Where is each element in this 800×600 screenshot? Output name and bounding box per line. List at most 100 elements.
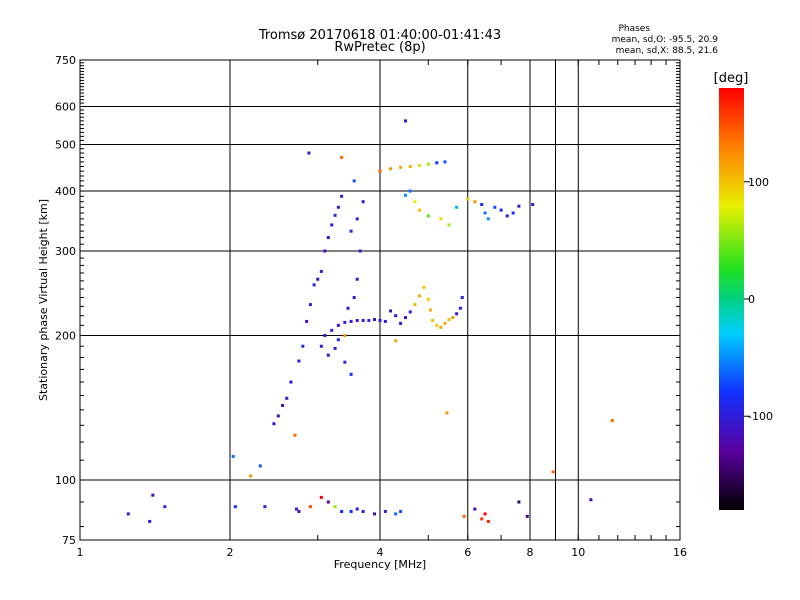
echo-point: [610, 419, 614, 423]
echo-point: [408, 189, 412, 193]
echo-point: [403, 119, 407, 123]
echo-point: [305, 319, 309, 323]
echo-point: [326, 353, 330, 357]
echo-point: [389, 309, 393, 313]
echo-point: [426, 162, 430, 166]
echo-point: [355, 318, 359, 322]
echo-point: [301, 344, 305, 348]
colorbar-tick-label: -100: [748, 410, 773, 423]
echo-point: [383, 509, 387, 513]
echo-point: [455, 205, 459, 209]
echo-point: [355, 277, 359, 281]
echo-point: [403, 316, 407, 320]
echo-point: [349, 372, 353, 376]
echo-point: [308, 303, 312, 307]
y-tick-label: 500: [55, 139, 76, 152]
echo-point: [551, 470, 555, 474]
x-tick-label: 1: [77, 546, 84, 559]
echo-point: [307, 151, 311, 155]
phases-heading: Phases: [618, 24, 650, 34]
echo-point: [435, 323, 439, 327]
echo-point: [389, 167, 393, 171]
echo-point: [505, 214, 509, 218]
echo-point: [435, 161, 439, 165]
echo-point: [373, 317, 377, 321]
echo-point: [399, 165, 403, 169]
echo-point: [349, 319, 353, 323]
echo-point: [330, 328, 334, 332]
echo-point: [378, 169, 382, 173]
y-axis-label: Stationary phase Virtual Height [km]: [37, 199, 50, 401]
echo-point: [355, 507, 359, 511]
echo-point: [417, 208, 421, 212]
x-tick-label: 4: [377, 546, 384, 559]
echo-point: [493, 205, 497, 209]
echo-point: [383, 319, 387, 323]
echo-point: [340, 155, 344, 159]
echo-point: [443, 321, 447, 325]
echo-point: [499, 208, 503, 212]
y-tick-label: 100: [55, 474, 76, 487]
echo-point: [358, 249, 362, 253]
echo-point: [413, 303, 417, 307]
echo-point: [355, 217, 359, 221]
y-tick-label: 750: [55, 54, 76, 67]
y-tick-label: 400: [55, 185, 76, 198]
echo-point: [428, 308, 432, 312]
echo-point: [346, 306, 350, 310]
echo-point: [163, 505, 167, 509]
echo-point: [417, 164, 421, 168]
echo-point: [511, 211, 515, 215]
echo-point: [486, 519, 490, 523]
echo-point: [295, 507, 299, 511]
echo-point: [426, 214, 430, 218]
echo-point: [249, 474, 253, 478]
echo-point: [316, 277, 320, 281]
echo-point: [126, 512, 130, 516]
echo-point: [417, 294, 421, 298]
echo-point: [439, 325, 443, 329]
echo-point: [458, 306, 462, 310]
echo-point: [399, 509, 403, 513]
echo-point: [333, 213, 337, 217]
echo-point: [148, 519, 152, 523]
echo-point: [272, 422, 276, 426]
echo-point: [408, 310, 412, 314]
echo-point: [285, 396, 289, 400]
echo-point: [403, 193, 407, 197]
echo-point: [431, 318, 435, 322]
echo-point: [394, 339, 398, 343]
echo-point: [151, 493, 155, 497]
echo-point: [517, 204, 521, 208]
echo-point: [525, 514, 529, 518]
echo-point: [231, 454, 235, 458]
echo-point: [361, 200, 365, 204]
echo-point: [480, 202, 484, 206]
echo-point: [483, 512, 487, 516]
echo-point: [451, 316, 455, 320]
echo-point: [343, 320, 347, 324]
echo-point: [531, 202, 535, 206]
echo-point: [408, 164, 412, 168]
echo-point: [340, 194, 344, 198]
x-tick-label: 10: [571, 546, 585, 559]
echo-point: [343, 360, 347, 364]
echo-point: [333, 346, 337, 350]
echo-point: [460, 296, 464, 300]
echo-point: [455, 312, 459, 316]
echo-point: [399, 321, 403, 325]
echo-point: [343, 334, 347, 338]
echo-point: [443, 160, 447, 164]
echo-point: [336, 205, 340, 209]
colorbar-tick-label: 0: [748, 293, 755, 306]
echo-point: [483, 211, 487, 215]
x-axis-label: Frequency [MHz]: [334, 558, 426, 571]
echo-point: [326, 500, 330, 504]
y-tick-label: 600: [55, 101, 76, 114]
phases-o-stats: mean, sd,O: -95.5, 20.9: [611, 35, 718, 45]
echo-point: [367, 318, 371, 322]
echo-point: [330, 223, 334, 227]
x-tick-label: 16: [673, 546, 687, 559]
echo-point: [333, 505, 337, 509]
echo-point: [447, 223, 451, 227]
